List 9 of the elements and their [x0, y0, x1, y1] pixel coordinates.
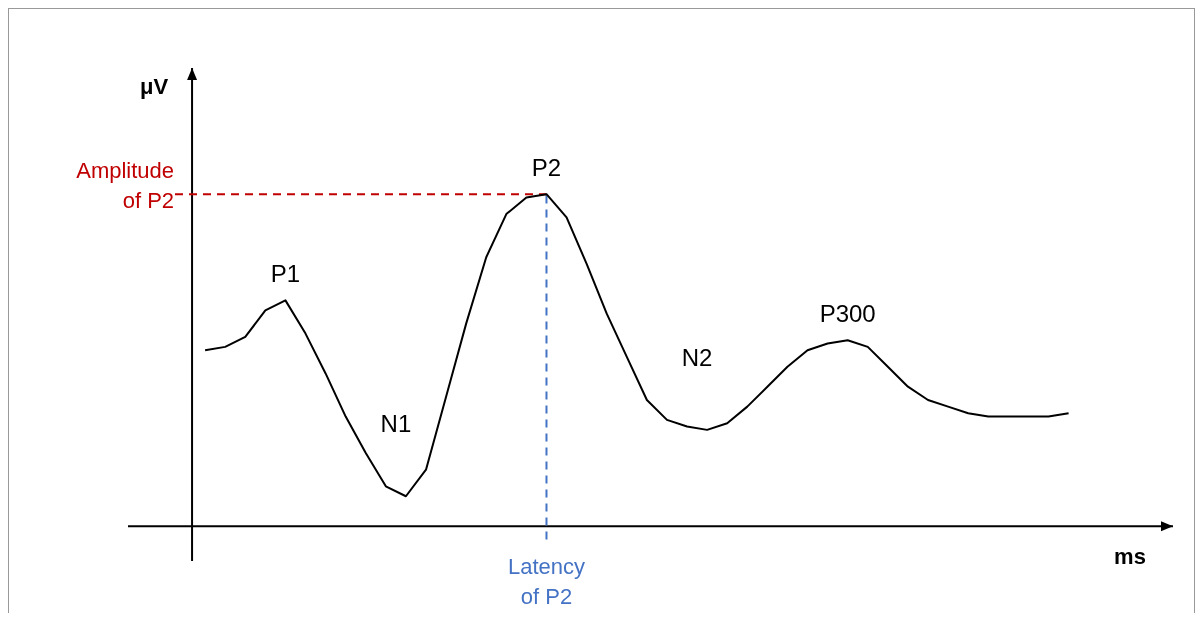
x-axis-title: ms	[1114, 544, 1146, 569]
text: P2	[531, 154, 562, 182]
text: Latency of P2	[507, 554, 586, 610]
annotation: N1	[380, 410, 412, 438]
y-axis-title: μV	[139, 74, 169, 99]
annotation: P1	[270, 260, 301, 288]
ref-line-label: Amplitude of P2	[76, 158, 175, 214]
annotation: P300	[819, 300, 876, 328]
annotation: N2	[681, 343, 713, 371]
